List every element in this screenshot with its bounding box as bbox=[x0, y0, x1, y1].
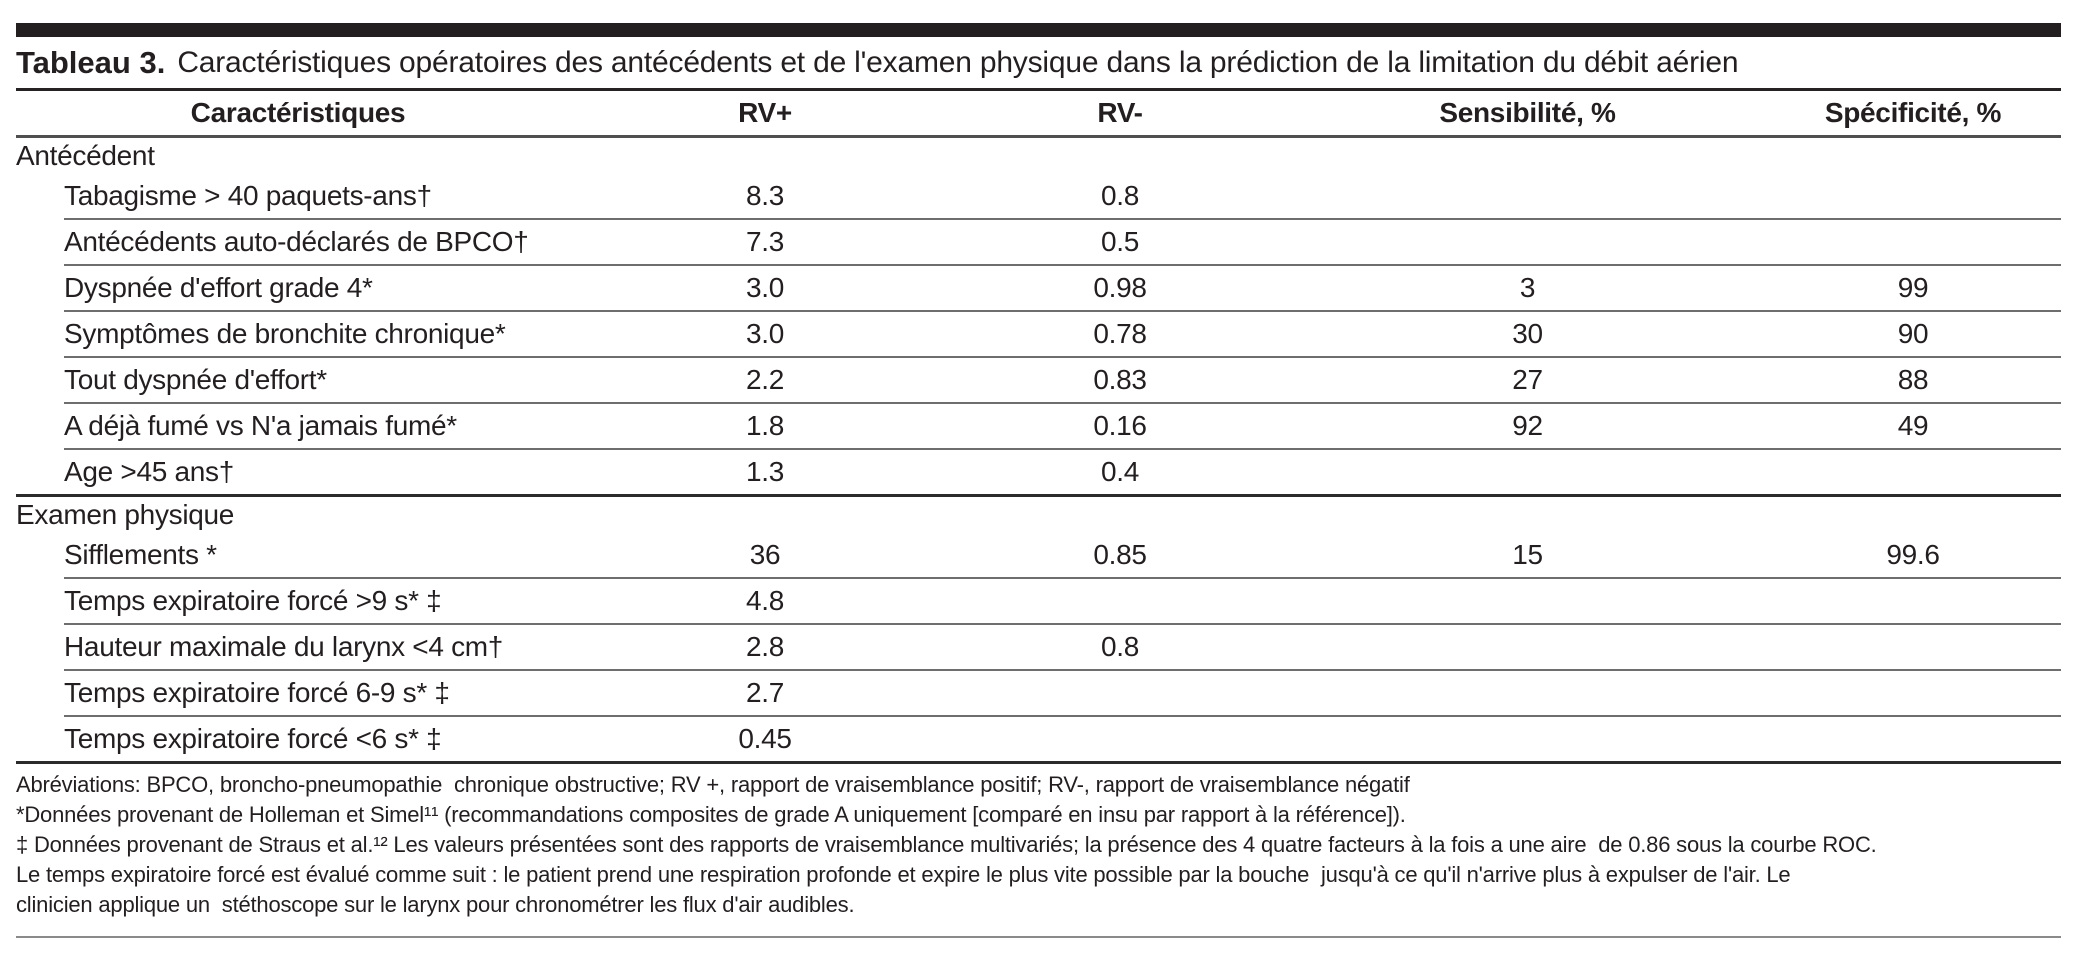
table-content: Tableau 3. Caractéristiques opératoires … bbox=[16, 23, 2061, 938]
column-header-caracteristiques: Caractéristiques bbox=[190, 97, 406, 128]
table-row: A déjà fumé vs N'a jamais fumé* 1.8 0.16… bbox=[16, 404, 2061, 448]
sensibilite-value: 15 bbox=[1512, 539, 1543, 570]
rv-plus-value: 1.8 bbox=[745, 410, 785, 441]
row-label: Hauteur maximale du larynx <4 cm† bbox=[64, 631, 504, 662]
rv-minus-value: 0.78 bbox=[1093, 318, 1147, 349]
title-divider bbox=[16, 88, 2061, 91]
rv-minus-value: 0.8 bbox=[1100, 631, 1140, 662]
specificite-value: 49 bbox=[1897, 410, 1929, 441]
table-caption: Caractéristiques opératoires des antécéd… bbox=[177, 45, 1739, 79]
footnote-line: clinicien applique un stéthoscope sur le… bbox=[16, 892, 855, 917]
table-row: Sifflements * 36 0.85 15 99.6 bbox=[16, 533, 2061, 577]
row-divider bbox=[64, 402, 2061, 404]
row-label: Antécédents auto-déclarés de BPCO† bbox=[64, 226, 529, 257]
specificite-value: 90 bbox=[1897, 318, 1929, 349]
table-row: Temps expiratoire forcé 6-9 s* ‡ 2.7 bbox=[16, 671, 2061, 715]
row-label: Dyspnée d'effort grade 4* bbox=[64, 272, 373, 303]
table-row: Tout dyspnée d'effort* 2.2 0.83 27 88 bbox=[16, 358, 2061, 402]
row-label: Temps expiratoire forcé 6-9 s* ‡ bbox=[64, 677, 450, 708]
rv-plus-value: 36 bbox=[749, 539, 781, 570]
footnote-line: ‡ Données provenant de Straus et al.¹² L… bbox=[16, 832, 1877, 857]
specificite-value: 88 bbox=[1897, 364, 1929, 395]
column-header-sensibilite: Sensibilité, % bbox=[1439, 97, 1616, 128]
rv-plus-value: 0.45 bbox=[738, 723, 792, 754]
column-header-rv-minus: RV- bbox=[1097, 97, 1143, 128]
column-header-rv-plus: RV+ bbox=[738, 97, 792, 128]
rv-plus-value: 3.0 bbox=[745, 272, 785, 303]
sensibilite-value: 92 bbox=[1512, 410, 1543, 441]
rv-minus-value: 0.8 bbox=[1100, 180, 1140, 211]
rv-minus-value: 0.83 bbox=[1093, 364, 1147, 395]
rv-plus-value: 1.3 bbox=[745, 456, 785, 487]
row-divider bbox=[64, 715, 2061, 717]
footnote-line: *Données provenant de Holleman et Simel¹… bbox=[16, 802, 1406, 827]
row-divider bbox=[64, 264, 2061, 266]
footnotes: Abréviations: BPCO, broncho-pneumopathie… bbox=[16, 764, 2061, 920]
rv-minus-value: 0.16 bbox=[1093, 410, 1147, 441]
rv-minus-value: 0.98 bbox=[1093, 272, 1147, 303]
row-divider bbox=[64, 669, 2061, 671]
rv-minus-value: 0.85 bbox=[1093, 539, 1147, 570]
table-header-row: Caractéristiques RV+ RV- Sensibilité, % … bbox=[16, 91, 2061, 135]
row-label: Symptômes de bronchite chronique* bbox=[64, 318, 506, 349]
footnote-line: Le temps expiratoire forcé est évalué co… bbox=[16, 862, 1791, 887]
sensibilite-value: 27 bbox=[1512, 364, 1543, 395]
rv-plus-value: 2.2 bbox=[745, 364, 785, 395]
sensibilite-value: 30 bbox=[1512, 318, 1543, 349]
rv-plus-value: 8.3 bbox=[745, 180, 785, 211]
rv-plus-value: 4.8 bbox=[745, 585, 785, 616]
rv-minus-value: 0.5 bbox=[1100, 226, 1140, 257]
footnote-line: Abréviations: BPCO, broncho-pneumopathie… bbox=[16, 772, 1410, 797]
table-row: Antécédents auto-déclarés de BPCO† 7.3 0… bbox=[16, 220, 2061, 264]
table-row: Temps expiratoire forcé <6 s* ‡ 0.45 bbox=[16, 717, 2061, 761]
section-header-antecedent: Antécédent bbox=[16, 140, 155, 171]
table-title: Tableau 3. Caractéristiques opératoires … bbox=[16, 37, 2061, 88]
rv-plus-value: 7.3 bbox=[745, 226, 785, 257]
row-divider bbox=[64, 310, 2061, 312]
specificite-value: 99 bbox=[1897, 272, 1929, 303]
rv-plus-value: 2.8 bbox=[745, 631, 785, 662]
row-label: Tout dyspnée d'effort* bbox=[64, 364, 327, 395]
section-divider bbox=[16, 494, 2061, 497]
bottom-rule bbox=[16, 936, 2061, 938]
table-row: Dyspnée d'effort grade 4* 3.0 0.98 3 99 bbox=[16, 266, 2061, 310]
table-top-bar bbox=[16, 23, 2061, 37]
row-label: Age >45 ans† bbox=[64, 456, 234, 487]
row-divider bbox=[64, 218, 2061, 220]
row-label: Sifflements * bbox=[64, 539, 217, 570]
row-divider bbox=[64, 448, 2061, 450]
row-label: Temps expiratoire forcé <6 s* ‡ bbox=[64, 723, 442, 754]
table-row: Symptômes de bronchite chronique* 3.0 0.… bbox=[16, 312, 2061, 356]
footnotes-divider bbox=[16, 761, 2061, 764]
rv-minus-value: 0.4 bbox=[1100, 456, 1140, 487]
row-divider bbox=[64, 356, 2061, 358]
row-label: A déjà fumé vs N'a jamais fumé* bbox=[64, 410, 457, 441]
table-row: Tabagisme > 40 paquets-ans† 8.3 0.8 bbox=[16, 174, 2061, 218]
table-row: Temps expiratoire forcé >9 s* ‡ 4.8 bbox=[16, 579, 2061, 623]
table-number: Tableau 3. bbox=[16, 44, 166, 80]
rv-plus-value: 2.7 bbox=[745, 677, 785, 708]
header-divider bbox=[16, 135, 2061, 138]
column-header-specificite: Spécificité, % bbox=[1824, 97, 2002, 128]
row-label: Tabagisme > 40 paquets-ans† bbox=[64, 180, 432, 211]
sensibilite-value: 3 bbox=[1519, 272, 1536, 303]
rv-plus-value: 3.0 bbox=[745, 318, 785, 349]
table-row: Hauteur maximale du larynx <4 cm† 2.8 0.… bbox=[16, 625, 2061, 669]
section-header-examen-physique: Examen physique bbox=[16, 499, 235, 530]
row-divider bbox=[64, 623, 2061, 625]
row-label: Temps expiratoire forcé >9 s* ‡ bbox=[64, 585, 442, 616]
specificite-value: 99.6 bbox=[1886, 539, 1940, 570]
table-row: Age >45 ans† 1.3 0.4 bbox=[16, 450, 2061, 494]
row-divider bbox=[64, 577, 2061, 579]
